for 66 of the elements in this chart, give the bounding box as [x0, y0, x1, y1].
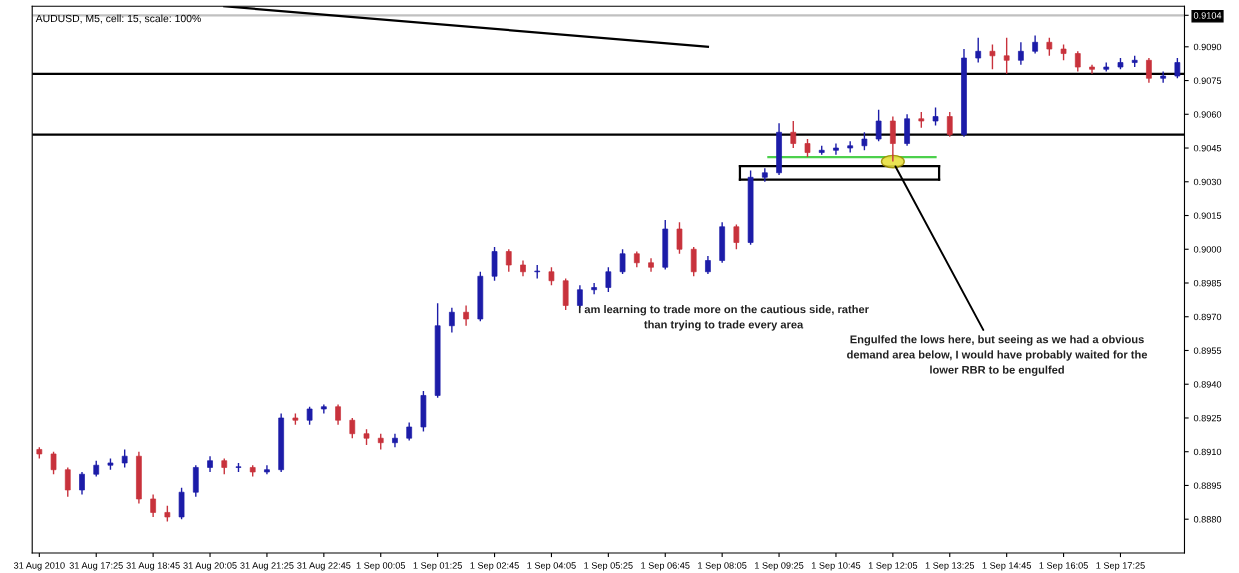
- candlestick: [790, 120, 797, 149]
- candlestick: [1074, 50, 1081, 73]
- text: AUDUSD, M5, cell: 15, scale: 100%: [35, 14, 201, 24]
- x-tick-label: 31 Aug 18:45: [126, 562, 180, 571]
- y-tick-label: 0.9104: [1193, 12, 1222, 19]
- y-tick-label: 0.8910: [1193, 448, 1222, 456]
- candlestick: [875, 109, 882, 142]
- candlestick: [349, 417, 356, 439]
- candlestick: [733, 223, 740, 250]
- x-tick-label: 31 Aug 21:25: [240, 562, 294, 571]
- candlestick: [50, 451, 57, 475]
- candlestick: [690, 246, 697, 277]
- x-tick-label: 1 Sep 17:25: [1096, 562, 1145, 571]
- x-tick-label: 1 Sep 10:45: [811, 562, 861, 571]
- x-tick-label: 31 Aug 20:05: [183, 562, 237, 571]
- candlestick: [1146, 57, 1152, 84]
- candlestick: [463, 304, 469, 327]
- x-tick-label: 1 Sep 16:05: [1039, 562, 1088, 571]
- candlestick: [79, 471, 85, 496]
- candlestick: [591, 282, 597, 295]
- x-tick-label: 1 Sep 13:25: [925, 562, 975, 571]
- y-tick-label: 0.9060: [1193, 111, 1222, 118]
- y-tick-label: 0.8880: [1193, 516, 1222, 523]
- candlestick: [619, 248, 626, 275]
- candlestick: [1003, 37, 1010, 75]
- candlestick: [847, 140, 854, 154]
- x-tick-label: 1 Sep 01:25: [413, 562, 462, 571]
- y-tick-label: 0.8895: [1193, 482, 1222, 489]
- x-tick-label: 1 Sep 12:05: [868, 562, 918, 571]
- y-tick-label: 0.9000: [1193, 246, 1222, 253]
- candlestick: [1018, 41, 1024, 66]
- candlestick: [449, 307, 455, 334]
- x-tick-label: 31 Aug 22:45: [297, 562, 351, 571]
- x-tick-label: 1 Sep 14:45: [982, 562, 1031, 571]
- x-tick-label: 1 Sep 02:45: [470, 562, 519, 571]
- x-tick-label: 1 Sep 00:05: [356, 562, 406, 571]
- y-tick-label: 0.8985: [1193, 279, 1222, 287]
- y-tick-label: 0.8970: [1193, 313, 1222, 321]
- candlestick: [890, 115, 896, 163]
- candlestick: [505, 248, 512, 273]
- candlestick: [150, 493, 156, 518]
- x-tick-label: 1 Sep 06:45: [641, 562, 690, 571]
- x-tick-label: 1 Sep 05:25: [584, 562, 633, 571]
- y-tick-label: 0.8955: [1193, 347, 1222, 354]
- x-tick-label: 1 Sep 04:05: [527, 562, 576, 571]
- y-tick-label: 0.8940: [1193, 381, 1222, 388]
- x-tick-label: 1 Sep 09:25: [755, 562, 804, 571]
- candlestick: [1174, 57, 1181, 79]
- candlestick: [335, 403, 341, 426]
- annotation: I am learning to trade more on the cautious side, rather than trying to trade every area: [578, 305, 869, 331]
- y-tick-label: 0.9030: [1193, 178, 1222, 186]
- candlestick: [64, 466, 71, 498]
- y-tick-label: 0.9045: [1193, 144, 1222, 152]
- y-tick-label: 0.9075: [1193, 77, 1222, 84]
- x-tick-label: 1 Sep 08:05: [698, 562, 747, 571]
- y-tick-label: 0.9015: [1193, 212, 1222, 219]
- y-tick-label: 0.9090: [1193, 43, 1222, 51]
- candlestick: [989, 43, 996, 70]
- x-tick-label: 31 Aug 2010: [13, 562, 65, 571]
- y-tick-label: 0.8925: [1193, 414, 1222, 422]
- candlestick: [676, 221, 683, 255]
- annotation: Engulfed the lows here, but seeing as we had a obvious demand area below, I would have probably waited for the lower RBR to be engulfed: [847, 335, 1148, 376]
- candlestick: [605, 266, 612, 293]
- candlestick: [946, 111, 953, 138]
- candlestick: [975, 37, 982, 64]
- x-tick-label: 31 Aug 17:25: [69, 562, 123, 571]
